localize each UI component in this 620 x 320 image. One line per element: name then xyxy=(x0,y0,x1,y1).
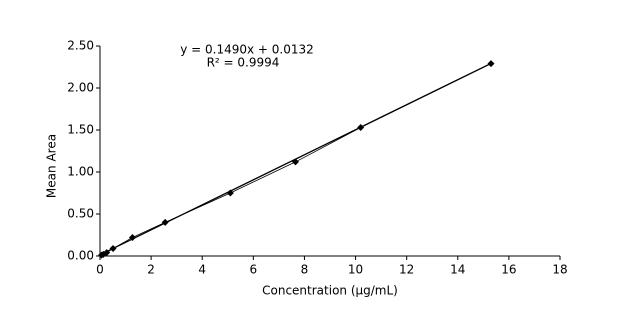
x-tick-label: 8 xyxy=(301,263,309,277)
x-tick-label: 18 xyxy=(552,263,567,277)
data-point xyxy=(357,123,365,131)
x-tick-label: 16 xyxy=(501,263,516,277)
data-point xyxy=(161,218,169,226)
x-tick-label: 10 xyxy=(348,263,363,277)
y-axis-title: Mean Area xyxy=(45,134,59,198)
data-point xyxy=(128,234,136,242)
x-tick-label: 2 xyxy=(147,263,155,277)
y-tick-label: 1.50 xyxy=(67,123,94,137)
x-tick-label: 6 xyxy=(250,263,258,277)
data-point xyxy=(292,158,299,166)
data-point xyxy=(487,60,495,68)
x-tick-label: 4 xyxy=(198,263,206,277)
data-point xyxy=(226,189,234,197)
x-axis-title: Concentration (µg/mL) xyxy=(262,284,398,298)
y-tick-label: 1.00 xyxy=(67,165,94,179)
r-squared: R² = 0.9994 xyxy=(207,56,280,70)
x-tick-label: 0 xyxy=(96,263,104,277)
y-tick-label: 0.50 xyxy=(67,207,94,221)
y-tick-label: 0.00 xyxy=(67,249,94,263)
x-tick-label: 12 xyxy=(399,263,414,277)
data-point xyxy=(103,249,111,257)
y-tick-label: 2.50 xyxy=(67,39,94,53)
x-tick-label: 14 xyxy=(450,263,465,277)
data-point xyxy=(109,244,117,252)
trendline-equation: y = 0.1490x + 0.0132 xyxy=(180,43,314,57)
y-tick-label: 2.00 xyxy=(67,81,94,95)
